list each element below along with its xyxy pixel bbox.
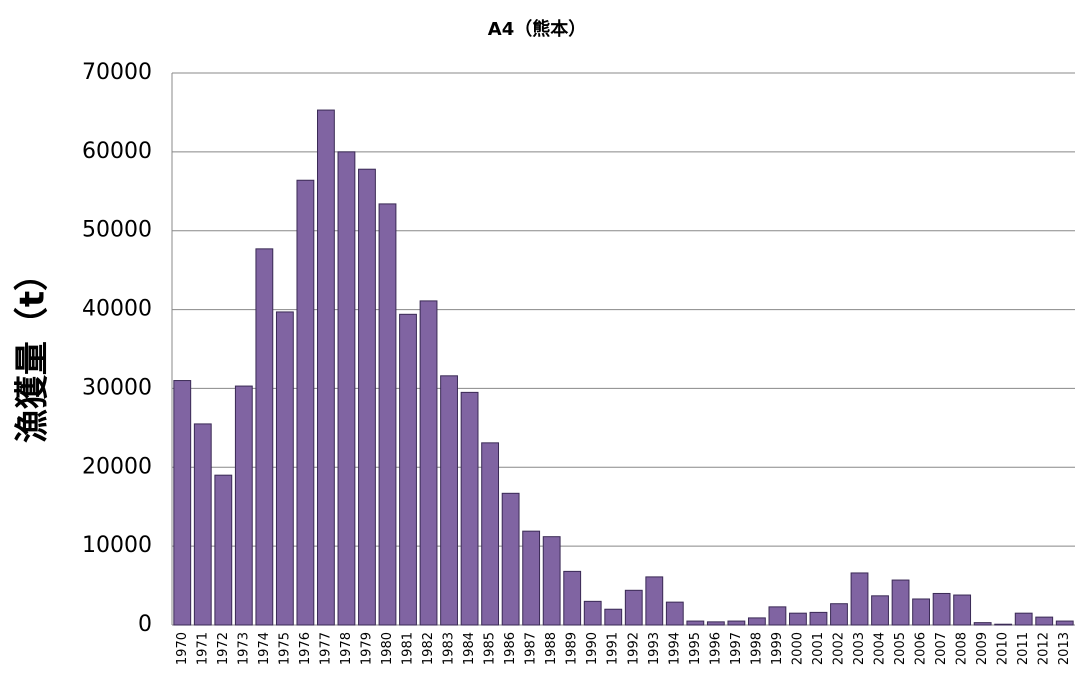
bar <box>440 375 458 626</box>
bar <box>583 600 602 626</box>
bar <box>275 311 294 626</box>
bar <box>501 492 520 626</box>
y-tick-label: 50000 <box>82 218 152 243</box>
x-tick-label: 1984 <box>462 632 477 665</box>
x-tick-label: 1991 <box>606 632 621 665</box>
x-tick-label: 2009 <box>975 632 990 665</box>
x-tick-label: 1972 <box>216 632 231 665</box>
bar <box>1014 612 1033 626</box>
x-tick-label: 1999 <box>770 632 785 665</box>
bar <box>645 576 664 626</box>
x-tick-label: 1994 <box>667 632 682 665</box>
y-tick-label: 40000 <box>82 297 152 322</box>
x-tick-label: 1983 <box>442 632 457 665</box>
bar <box>830 603 848 626</box>
x-tick-label: 1974 <box>257 632 272 665</box>
x-tick-label: 2002 <box>831 632 846 665</box>
bar <box>706 621 725 626</box>
bar <box>542 536 561 626</box>
x-tick-label: 1998 <box>749 632 764 665</box>
x-tick-label: 1990 <box>585 632 600 665</box>
y-tick-label: 60000 <box>82 139 152 164</box>
x-tick-label: 1980 <box>380 632 395 665</box>
x-tick-label: 2007 <box>934 632 949 665</box>
x-tick-label: 2012 <box>1037 632 1052 665</box>
y-axis-label: 漁獲量（t） <box>13 257 53 443</box>
bar <box>481 442 500 626</box>
bar <box>727 620 746 626</box>
bar <box>604 608 623 626</box>
x-tick-label: 2000 <box>790 632 805 665</box>
bar <box>1035 616 1054 626</box>
bar <box>932 592 951 626</box>
x-tick-label: 2010 <box>996 632 1011 665</box>
x-tick-label: 2011 <box>1016 632 1031 665</box>
x-tick-label: 1973 <box>236 632 251 665</box>
x-tick-label: 1988 <box>544 632 559 665</box>
bar <box>768 606 787 626</box>
bar <box>850 572 869 626</box>
x-tick-label: 2004 <box>873 632 888 665</box>
x-tick-label: 1971 <box>195 632 210 665</box>
x-tick-label: 1996 <box>708 632 723 665</box>
bar <box>563 570 582 626</box>
bar <box>912 598 930 626</box>
bar <box>1055 620 1074 626</box>
bar <box>358 168 376 626</box>
x-tick-label: 2006 <box>914 632 929 665</box>
bar <box>460 391 479 626</box>
bar <box>686 620 705 626</box>
x-tick-label: 2005 <box>893 632 908 665</box>
bar <box>234 385 253 626</box>
bar <box>973 622 992 626</box>
x-tick-label: 1975 <box>277 632 292 665</box>
bar <box>665 601 684 626</box>
bar <box>173 380 192 626</box>
x-tick-label: 1970 <box>175 632 190 665</box>
x-tick-label: 1986 <box>503 632 518 665</box>
bar <box>953 594 972 626</box>
x-tick-label: 2001 <box>811 632 826 665</box>
x-tick-label: 1976 <box>298 632 313 665</box>
x-tick-label: 2008 <box>955 632 970 665</box>
bar <box>193 423 212 626</box>
bar <box>747 617 766 626</box>
bar <box>337 151 356 626</box>
bar <box>296 179 315 626</box>
x-tick-label: 1985 <box>483 632 498 665</box>
bar <box>624 589 643 626</box>
y-tick-label: 30000 <box>82 375 152 400</box>
x-tick-label: 1995 <box>688 632 703 665</box>
x-tick-label: 1981 <box>401 632 416 665</box>
x-tick-label: 1979 <box>359 632 374 665</box>
bar <box>789 612 807 626</box>
bar <box>214 474 233 626</box>
x-tick-label: 1997 <box>729 632 744 665</box>
x-tick-label: 1987 <box>524 632 539 665</box>
bar <box>891 579 910 626</box>
y-tick-label: 0 <box>138 612 152 637</box>
bar <box>399 313 417 626</box>
x-tick-label: 1977 <box>318 632 333 665</box>
x-tick-label: 2013 <box>1057 632 1072 665</box>
bar <box>317 109 335 626</box>
x-tick-label: 2003 <box>852 632 867 665</box>
y-tick-label: 20000 <box>82 454 152 479</box>
x-tick-label: 1978 <box>339 632 354 665</box>
x-tick-label: 1992 <box>626 632 641 665</box>
bar <box>255 248 274 626</box>
x-tick-label: 1993 <box>647 632 662 665</box>
y-tick-label: 70000 <box>82 60 152 85</box>
x-tick-label: 1989 <box>565 632 580 665</box>
x-tick-label: 1982 <box>421 632 436 665</box>
bar <box>522 530 541 626</box>
chart-title: A4（熊本） <box>488 18 586 40</box>
bar <box>809 611 828 626</box>
bar <box>419 300 438 626</box>
bar <box>378 203 397 626</box>
bar <box>994 623 1013 626</box>
bar <box>871 595 889 626</box>
y-tick-label: 10000 <box>82 533 152 558</box>
